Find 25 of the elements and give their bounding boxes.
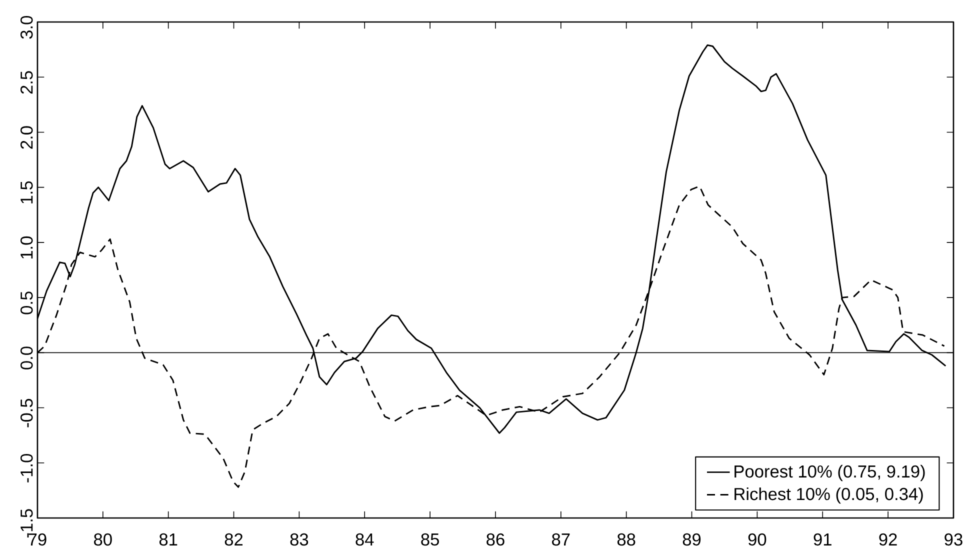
x-tick-label: 81 — [159, 533, 178, 546]
x-tick-label: 84 — [356, 533, 374, 546]
x-tick-label: 91 — [814, 533, 832, 546]
x-tick-label: 80 — [94, 533, 112, 546]
x-tick-label: 90 — [748, 533, 766, 546]
x-tick-label: 88 — [617, 533, 636, 546]
x-tick-label: 92 — [879, 533, 897, 546]
y-tick-label: -0.5 — [20, 398, 33, 428]
x-tick-label: 86 — [486, 533, 504, 546]
x-tick-label: 85 — [421, 533, 439, 546]
y-tick-label: 1.5 — [20, 181, 33, 204]
y-tick-label: -1.0 — [20, 454, 33, 482]
x-tick-label: 87 — [552, 533, 570, 546]
y-tick-label: 1.0 — [20, 236, 33, 259]
y-tick-label: 3.0 — [20, 16, 33, 39]
y-tick-label: 2.5 — [20, 71, 33, 94]
legend-label: Poorest 10% (0.75, 9.19) — [734, 464, 925, 482]
x-tick-label: 82 — [224, 533, 243, 546]
y-tick-label: 0.5 — [20, 292, 33, 314]
y-tick-label: 2.0 — [20, 126, 33, 149]
x-tick-label: 93 — [944, 533, 962, 546]
x-tick-label: 89 — [682, 533, 701, 546]
y-tick-label: 0.0 — [20, 346, 33, 370]
legend-label: Richest 10% (0.05, 0.34) — [734, 487, 923, 504]
x-tick-label: 83 — [290, 533, 308, 546]
